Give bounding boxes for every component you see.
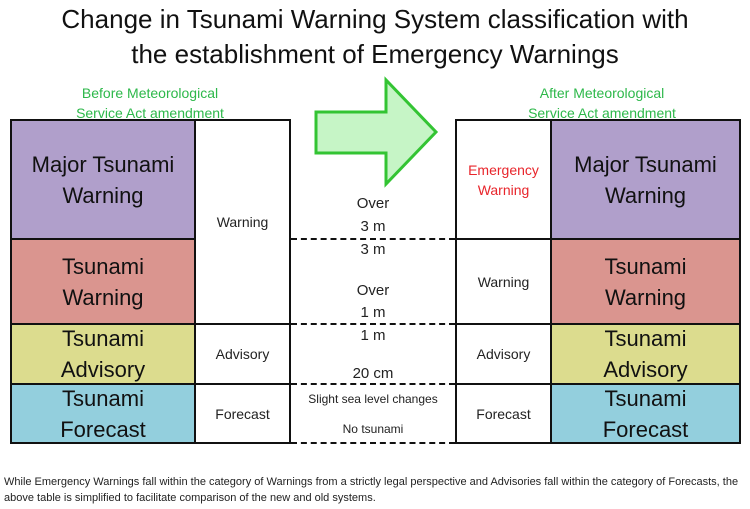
after-tsunami-warning: Tsunami Warning	[551, 239, 740, 324]
diagram-title-line-2: the establishment of Emergency Warnings	[131, 39, 619, 69]
diagram-title-line-1: Change in Tsunami Warning System classif…	[61, 4, 689, 34]
threshold-slight-changes-label: Slight sea level changes	[308, 392, 438, 406]
before-major-tsunami-warning: Major Tsunami Warning	[11, 120, 195, 239]
right-arrow-icon	[314, 76, 439, 188]
before-tsunami-warning: Tsunami Warning	[11, 239, 195, 324]
before-category-advisory: Advisory	[195, 324, 290, 384]
threshold-line-20cm	[291, 383, 455, 385]
before-tsunami-advisory: Tsunami Advisory	[11, 324, 195, 384]
category-label: Warning	[216, 214, 269, 230]
grid-line	[10, 119, 291, 121]
threshold-over-label: Over	[356, 282, 390, 299]
grid-line	[455, 238, 741, 240]
threshold-20cm-label: 20 cm	[352, 365, 394, 382]
level-name-line-1: Major Tsunami	[31, 151, 175, 177]
grid-line	[739, 119, 741, 444]
before-tsunami-forecast: Tsunami Forecast	[11, 384, 195, 443]
level-name-line-1: Tsunami	[62, 253, 144, 279]
grid-line	[10, 119, 12, 444]
after-category-advisory: Advisory	[456, 324, 551, 384]
after-category-forecast: Forecast	[456, 384, 551, 443]
after-category-emergency-warning: Emergency Warning	[456, 120, 551, 239]
level-name-line-1: Tsunami	[604, 326, 687, 351]
before-heading-line-1: Before Meteorological	[81, 85, 219, 101]
threshold-over-label: Over	[356, 195, 390, 212]
threshold-1m-label: 1 m	[360, 327, 386, 344]
level-name-line-2: Warning	[604, 284, 687, 310]
grid-line	[455, 323, 741, 325]
threshold-no-tsunami-label: No tsunami	[342, 422, 404, 436]
level-name-line-1: Major Tsunami	[574, 151, 717, 177]
after-category-warning: Warning	[456, 239, 551, 324]
grid-line	[10, 383, 291, 385]
grid-line	[194, 119, 196, 444]
level-name-line-2: Warning	[62, 284, 144, 310]
after-tsunami-forecast: Tsunami Forecast	[551, 384, 740, 443]
grid-line	[10, 442, 291, 444]
level-name-line-1: Tsunami	[62, 385, 144, 411]
category-label: Warning	[477, 273, 530, 290]
category-label-line-1: Emergency	[468, 161, 539, 178]
level-name-line-2: Advisory	[60, 357, 146, 382]
grid-line	[289, 119, 291, 444]
level-name-line-2: Warning	[62, 182, 144, 208]
level-name-line-1: Tsunami	[604, 385, 687, 411]
level-name-line-1: Tsunami	[604, 253, 687, 279]
grid-line	[10, 238, 196, 240]
after-heading-line-1: After Meteorological	[539, 85, 665, 101]
level-name-line-1: Tsunami	[62, 326, 144, 351]
category-label-line-2: Warning	[477, 181, 530, 198]
after-major-tsunami-warning: Major Tsunami Warning	[551, 120, 740, 239]
grid-line	[455, 119, 457, 444]
grid-line	[455, 119, 741, 121]
level-name-line-2: Warning	[604, 182, 687, 208]
footnote: While Emergency Warnings fall within the…	[4, 476, 739, 504]
after-heading-line-2: Service Act amendment	[528, 105, 676, 121]
before-heading-line-2: Service Act amendment	[76, 105, 224, 121]
category-label: Forecast	[476, 405, 531, 422]
before-heading: Before Meteorological Service Act amendm…	[40, 83, 260, 123]
after-tsunami-advisory: Tsunami Advisory	[551, 324, 740, 384]
threshold-1m-label: 1 m	[360, 304, 386, 321]
threshold-line-bottom	[291, 442, 455, 444]
grid-line	[10, 323, 291, 325]
threshold-3m-label: 3 m	[360, 241, 386, 258]
category-label: Forecast	[215, 405, 270, 422]
threshold-3m-label: 3 m	[360, 218, 386, 235]
grid-line	[455, 383, 741, 385]
grid-line	[455, 442, 741, 444]
level-name-line-2: Forecast	[60, 416, 146, 442]
after-heading: After Meteorological Service Act amendme…	[492, 83, 712, 123]
grid-line	[550, 119, 552, 444]
level-name-line-2: Advisory	[603, 357, 688, 382]
before-category-forecast: Forecast	[195, 384, 290, 443]
before-category-warning: Warning	[195, 120, 290, 324]
category-label: Advisory	[215, 346, 270, 362]
threshold-line-3m	[291, 238, 455, 240]
category-label: Advisory	[476, 346, 531, 362]
level-name-line-2: Forecast	[602, 416, 689, 442]
threshold-line-1m	[291, 323, 455, 325]
